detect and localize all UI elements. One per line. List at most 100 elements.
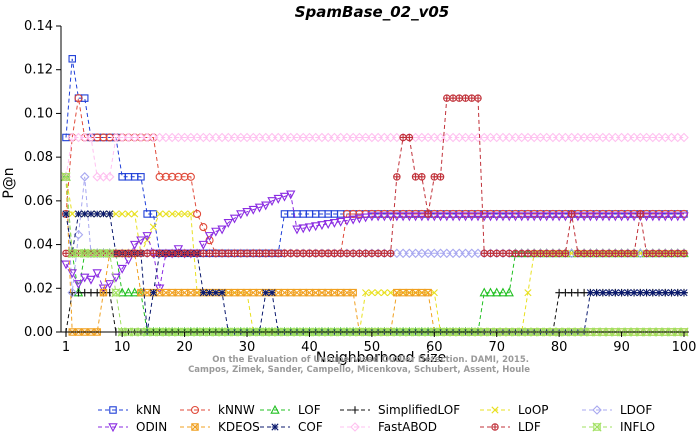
- data-point-odin: [61, 260, 71, 270]
- data-point-ldf: [193, 249, 201, 257]
- data-point-odin: [373, 212, 383, 222]
- data-point-ldf: [155, 249, 164, 257]
- data-point-ldof: [404, 248, 415, 259]
- data-point-odin: [648, 212, 658, 222]
- data-point-fastabod: [236, 132, 246, 143]
- data-point-odin: [560, 212, 571, 222]
- data-point-ldf: [642, 249, 651, 257]
- legend-entry-simplifiedlof: SimplifiedLOF: [340, 403, 460, 417]
- legend-entry-ldf: LDF: [480, 420, 541, 434]
- data-point-ldf: [374, 249, 382, 257]
- data-point-cof: [636, 289, 644, 297]
- data-point-lof: [498, 287, 508, 297]
- data-point-cof: [680, 289, 688, 297]
- data-point-odin: [267, 197, 277, 207]
- series-line-ldf: [66, 97, 684, 254]
- data-point-fastabod: [186, 132, 196, 143]
- data-point-fastabod: [310, 132, 321, 143]
- data-point-odin: [442, 212, 452, 222]
- data-point-knnw: [74, 94, 83, 103]
- series-line-simplifiedlof: [65, 292, 684, 333]
- data-point-kdeos: [424, 288, 432, 297]
- data-point-ldf: [237, 249, 245, 257]
- data-point-ldf: [112, 249, 120, 257]
- data-point-fastabod: [610, 132, 621, 143]
- data-point-ldf: [468, 94, 476, 102]
- data-point-ldf: [586, 249, 595, 257]
- data-point-ldf: [268, 249, 276, 257]
- data-point-ldof: [410, 248, 421, 259]
- data-point-ldf: [430, 173, 439, 181]
- series-fastabod: [61, 132, 689, 182]
- data-point-ldf: [274, 249, 282, 257]
- data-point-knnw: [155, 172, 164, 181]
- legend-marker: [592, 422, 602, 432]
- data-point-ldf: [567, 210, 576, 218]
- data-point-ldf: [230, 249, 239, 257]
- data-point-cof: [205, 289, 214, 297]
- data-point-fastabod: [329, 132, 340, 143]
- y-tick-label: 0.08: [24, 150, 53, 165]
- data-point-cof: [630, 289, 638, 297]
- data-point-odin: [392, 212, 402, 222]
- legend-entry-inflo: INFLO: [582, 420, 655, 434]
- y-tick-label: 0.00: [24, 325, 53, 340]
- data-point-fastabod: [279, 132, 290, 143]
- data-point-fastabod: [516, 132, 527, 143]
- data-point-cof: [661, 289, 669, 297]
- data-point-knn: [149, 210, 158, 218]
- data-point-fastabod: [417, 132, 427, 143]
- data-point-fastabod: [535, 132, 546, 143]
- data-point-cof: [199, 289, 207, 297]
- data-point-fastabod: [598, 132, 608, 143]
- data-point-ldf: [436, 173, 445, 181]
- data-point-odin: [579, 212, 589, 222]
- data-point-odin: [367, 212, 377, 222]
- data-point-fastabod: [317, 132, 327, 143]
- data-point-fastabod: [360, 132, 371, 143]
- data-point-ldf: [62, 249, 70, 257]
- data-point-ldof: [466, 248, 477, 259]
- data-point-fastabod: [298, 132, 308, 143]
- data-point-odin: [460, 212, 471, 222]
- y-axis-label: P@n: [1, 167, 17, 198]
- watermark-line-2: On the Evaluation of Unsupervised Outlie…: [212, 355, 529, 365]
- data-point-loop: [168, 210, 176, 218]
- data-point-fastabod: [660, 132, 671, 143]
- legend-marker: [271, 423, 279, 431]
- data-point-ldf: [486, 249, 495, 257]
- data-point-fastabod: [429, 132, 440, 143]
- data-point-fastabod: [73, 132, 84, 143]
- data-point-knn: [137, 173, 145, 181]
- data-point-fastabod: [292, 132, 302, 143]
- series-line-knnw: [65, 98, 684, 254]
- data-point-ldof: [73, 229, 84, 240]
- data-point-fastabod: [348, 132, 358, 143]
- data-point-lof: [485, 287, 496, 297]
- data-point-odin: [410, 212, 421, 222]
- data-point-ldf: [555, 249, 563, 257]
- data-point-ldf: [124, 249, 133, 257]
- data-point-fastabod: [367, 132, 377, 143]
- legend-marker: [190, 405, 200, 415]
- data-point-fastabod: [423, 132, 433, 143]
- data-point-odin: [529, 212, 539, 222]
- data-point-loop: [174, 210, 182, 218]
- data-point-fastabod: [211, 132, 221, 143]
- data-point-ldf: [343, 249, 351, 257]
- legend-marker: [592, 405, 602, 415]
- data-point-loop: [124, 210, 133, 218]
- data-point-loop: [187, 210, 195, 218]
- data-point-fastabod: [273, 132, 284, 143]
- data-point-fastabod: [173, 132, 184, 143]
- data-point-knnw: [180, 172, 189, 181]
- data-point-fastabod: [498, 132, 508, 143]
- data-point-fastabod: [448, 132, 458, 143]
- data-point-ldf: [605, 249, 613, 257]
- data-point-ldof: [454, 248, 465, 259]
- data-point-ldf: [599, 249, 607, 257]
- data-point-kdeos: [318, 288, 326, 297]
- y-tick-label: 0.04: [24, 238, 53, 253]
- data-point-odin: [660, 212, 670, 222]
